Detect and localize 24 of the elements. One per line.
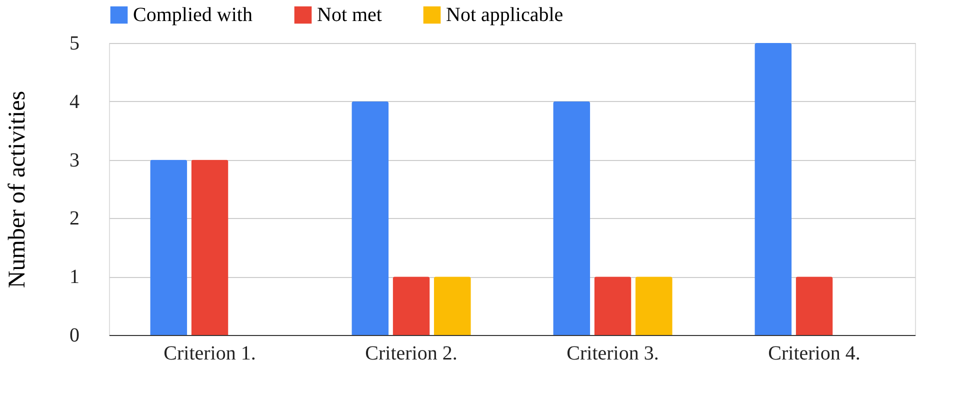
x-tick-label: Criterion 3. bbox=[566, 342, 659, 364]
bar bbox=[392, 276, 430, 335]
bar bbox=[796, 276, 833, 335]
legend-label: Not met bbox=[317, 4, 382, 26]
y-tick-label: 2 bbox=[70, 208, 80, 230]
legend-label: Not applicable bbox=[446, 4, 564, 26]
x-tick-label: Criterion 1. bbox=[164, 342, 256, 364]
bar bbox=[150, 160, 188, 335]
bar bbox=[754, 43, 792, 335]
y-tick-label: 5 bbox=[70, 32, 80, 54]
x-tick-label: Criterion 4. bbox=[768, 342, 860, 364]
bar bbox=[635, 276, 672, 335]
y-tick-label: 3 bbox=[70, 149, 80, 172]
x-tick-label: Criterion 2. bbox=[365, 342, 458, 364]
bar bbox=[352, 101, 389, 335]
y-tick-label: 0 bbox=[70, 324, 80, 346]
bar bbox=[594, 276, 632, 335]
y-axis-title: Number of activities bbox=[4, 90, 30, 288]
y-tick-label: 4 bbox=[70, 90, 80, 113]
bar bbox=[191, 160, 228, 335]
y-tick-label: 1 bbox=[70, 266, 80, 288]
legend-label: Complied with bbox=[133, 4, 252, 26]
bar bbox=[553, 101, 590, 335]
bar bbox=[434, 276, 471, 335]
